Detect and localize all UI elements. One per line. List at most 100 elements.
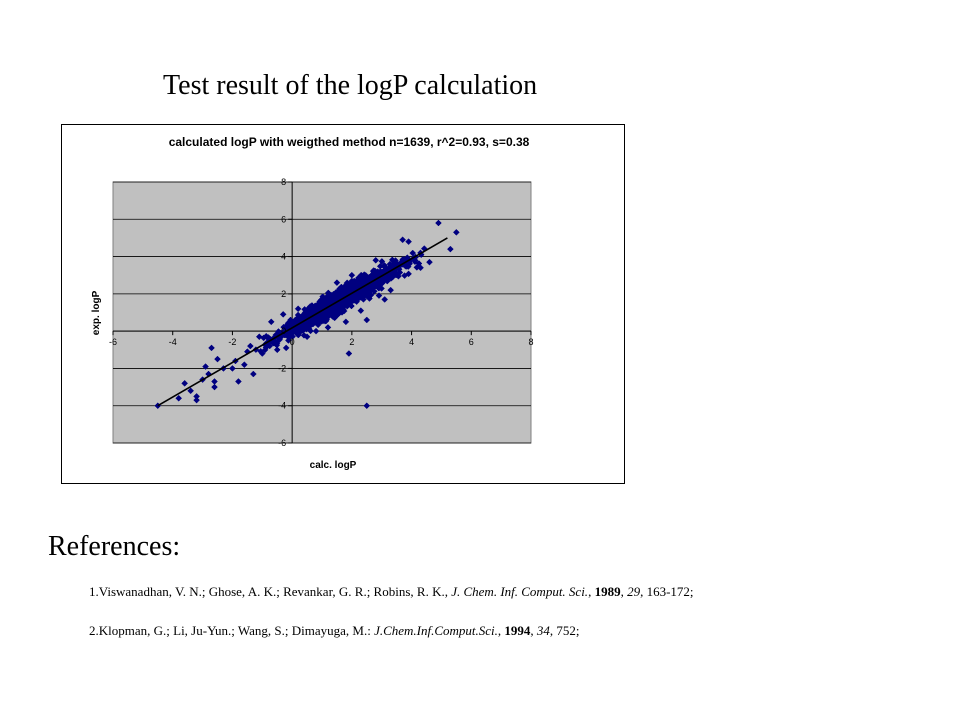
data-point [383,277,391,285]
reference-authors: 1.Viswanadhan, V. N.; Ghose, A. K.; Reva… [89,584,452,599]
tick-labels: -6 -4 -2 0 2 4 6 8 8 6 4 2 0 -2 -4 -6 [109,177,534,448]
scatter-chart: calculated logP with weigthed method n=1… [91,135,534,471]
data-point [453,228,460,236]
x-tick-label: 4 [409,337,414,347]
reference-volume: 29 [627,584,641,599]
reference-journal: J.Chem.Inf.Comput.Sci. [374,623,498,638]
data-point [435,219,442,227]
reference-item-2: 2.Klopman, G.; Li, Ju-Yun.; Wang, S.; Di… [89,623,580,639]
data-point [307,327,314,335]
data-point [322,317,329,325]
data-point [375,292,383,299]
data-point [312,327,320,335]
data-point [229,365,236,372]
data-point [334,308,342,316]
data-point [214,355,221,363]
x-tick-label: 0 [290,337,295,347]
data-point [380,261,388,269]
data-point [372,281,379,288]
data-point [339,303,347,310]
data-point [261,346,269,354]
x-tick-label: 2 [349,337,354,347]
data-point [358,277,366,285]
reference-separator: , [588,584,595,599]
data-point [363,316,371,324]
reference-item-1: 1.Viswanadhan, V. N.; Ghose, A. K.; Reva… [89,584,694,600]
y-tick-label: 2 [281,289,286,299]
y-tick-label: 6 [281,214,286,224]
x-tick-label: 8 [528,337,533,347]
data-point [181,379,189,387]
data-point [370,267,378,274]
x-tick-label: -2 [228,337,236,347]
data-point [282,344,290,352]
chart-title: calculated logP with weigthed method n=1… [169,135,530,149]
data-point [306,303,314,310]
data-point [367,291,375,299]
y-tick-label: 4 [281,252,286,262]
data-point [301,323,308,331]
x-tick-label: -4 [169,337,177,347]
data-point [342,318,350,326]
data-point [447,245,454,253]
data-point [208,344,215,352]
reference-journal: J. Chem. Inf. Comput. Sci. [451,584,589,599]
x-tick-label: 6 [469,337,474,347]
data-point [378,258,386,265]
data-point [396,269,404,276]
data-point [328,294,335,302]
chart-frame: calculated logP with weigthed method n=1… [61,124,625,484]
reference-separator: , [497,623,505,638]
data-point [360,290,368,298]
reference-authors: 2.Klopman, G.; Li, Ju-Yun.; Wang, S.; Di… [89,623,375,638]
data-point [246,342,254,350]
slide-title: Test result of the logP calculation [163,70,538,101]
data-point [389,273,396,281]
data-point [347,299,355,306]
data-point [202,363,209,370]
reference-separator: , [620,584,628,599]
data-point [392,257,399,264]
data-point [241,361,248,369]
trendline [157,237,448,407]
data-point [323,296,331,304]
y-tick-label: 0 [281,326,286,336]
data-point [324,324,332,331]
references-heading: References: [48,531,181,562]
data-point [325,306,333,314]
y-tick-label: 8 [281,177,286,187]
data-point [415,260,423,267]
data-point [353,298,360,305]
data-point [300,331,308,339]
y-tick-label: -6 [278,438,286,448]
data-point [405,270,412,278]
data-point [273,346,281,354]
data-point [399,236,406,244]
x-axis-label: calc. logP [310,460,357,471]
data-point [348,279,356,287]
data-point [187,387,194,395]
y-tick-label: -2 [278,363,286,373]
reference-pages: , 163-172; [640,584,694,599]
data-point [267,318,275,326]
data-point [363,402,371,410]
data-point [276,336,283,343]
data-point [372,256,380,264]
data-point [409,249,417,257]
y-axis-label: exp. logP [91,290,102,335]
data-point [289,333,296,340]
reference-pages: , 752; [549,623,580,638]
reference-separator: , [530,623,537,638]
data-point [345,350,353,357]
data-point [211,383,218,391]
data-point [249,370,257,378]
data-point [175,394,183,402]
data-point [404,263,412,270]
data-point [235,378,242,385]
data-point [387,286,395,294]
data-point [366,283,373,290]
data-point [329,313,337,321]
data-point [309,320,317,328]
data-point [333,279,341,287]
x-tick-label: -6 [109,337,117,347]
